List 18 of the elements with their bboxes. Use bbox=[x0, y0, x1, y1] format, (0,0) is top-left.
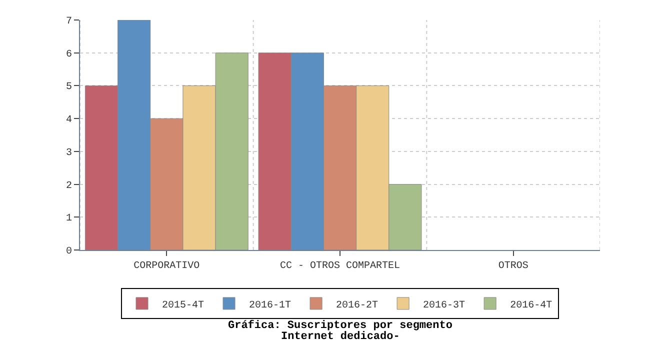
y-tick-label: 0 bbox=[66, 246, 72, 258]
x-tick-label: CORPORATIVO bbox=[134, 261, 200, 272]
legend-label: 2016-2T bbox=[336, 300, 378, 312]
x-tick-label: CC - OTROS COMPARTEL bbox=[280, 261, 400, 272]
text: Internet dedicado- bbox=[281, 331, 400, 343]
y-tick-label: 3 bbox=[66, 148, 72, 159]
y-tick-label: 1 bbox=[66, 214, 72, 225]
legend-label: 2016-4T bbox=[510, 300, 552, 312]
legend-label: 2016-1T bbox=[249, 300, 292, 312]
text: Gráfica: Suscriptores por segmento bbox=[228, 319, 453, 332]
y-tick-label: 4 bbox=[66, 115, 72, 126]
y-tick-label: 5 bbox=[66, 82, 72, 94]
y-tick-label: 6 bbox=[66, 49, 72, 60]
legend-label: 2015-4T bbox=[162, 300, 204, 312]
y-tick-label: 7 bbox=[66, 16, 72, 28]
y-tick-label: 2 bbox=[66, 180, 72, 192]
legend-label: 2016-3T bbox=[423, 300, 466, 312]
x-tick-label: OTROS bbox=[498, 261, 528, 272]
